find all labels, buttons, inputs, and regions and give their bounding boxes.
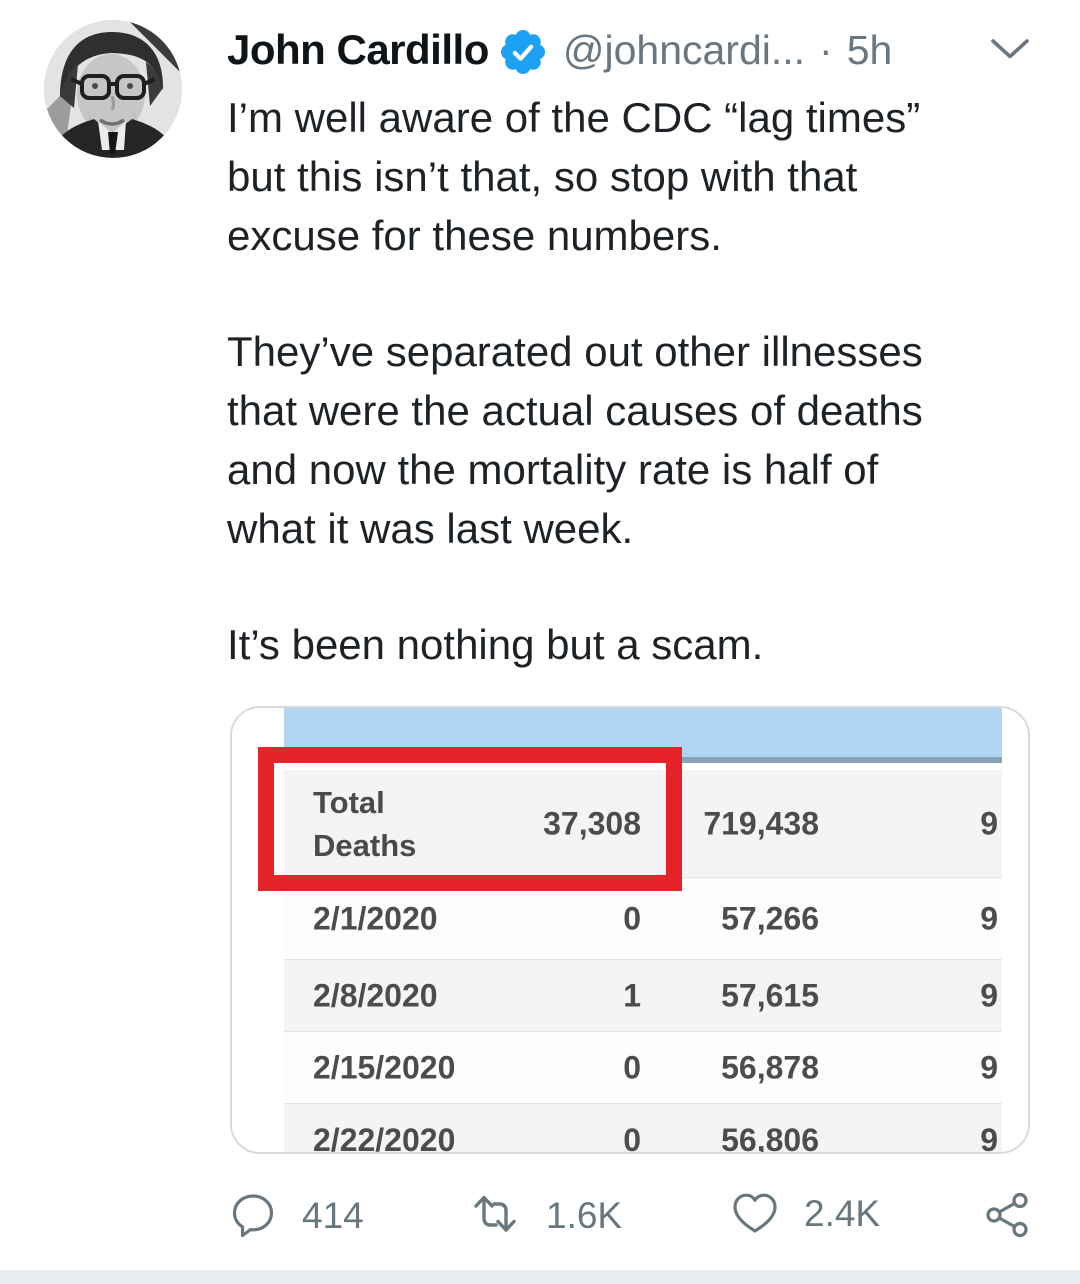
tweet-paragraph: They’ve separated out other illnesses th…	[227, 322, 923, 558]
row-col3: 9	[980, 977, 998, 1013]
row-date: 2/8/2020	[313, 977, 438, 1013]
table-row-total-deaths: Total Deaths 37,308 719,438 9	[284, 770, 1002, 877]
total-deaths-label: Total Deaths	[313, 784, 417, 863]
total-deaths-value: 37,308	[543, 805, 641, 841]
tweet-text-line: I’m well aware of the CDC “lag times”	[227, 94, 921, 141]
bottom-divider-strip	[0, 1270, 1080, 1284]
table-row: 2/8/2020 1 57,615 9	[284, 959, 1002, 1031]
verified-badge-icon	[500, 29, 545, 74]
author-handle[interactable]: @johncardi...	[562, 26, 806, 73]
dot-separator: ·	[819, 26, 833, 73]
tweet-paragraph: It’s been nothing but a scam.	[227, 615, 923, 674]
tweet-text-line: excuse for these numbers.	[227, 212, 722, 259]
more-button[interactable]	[988, 36, 1032, 67]
row-col2: 56,806	[721, 1122, 819, 1154]
row-date: 2/15/2020	[313, 1049, 456, 1085]
retweet-icon	[474, 1195, 516, 1232]
tweet-text-line: but this isn’t that, so stop with that	[227, 153, 858, 200]
reply-button[interactable]: 414	[228, 1190, 364, 1240]
row-date: 2/1/2020	[313, 900, 438, 936]
like-button[interactable]: 2.4K	[730, 1190, 880, 1236]
tweet-text-line: and now the mortality rate is half of	[227, 446, 879, 493]
tweet-text-line: They’ve separated out other illnesses	[227, 328, 923, 375]
row-deaths: 0	[623, 1122, 641, 1154]
reply-icon	[232, 1194, 274, 1238]
tweet-paragraph: I’m well aware of the CDC “lag times” bu…	[227, 88, 923, 265]
row-col3: 9	[980, 1122, 998, 1154]
table-row: 2/15/2020 0 56,878 9	[284, 1031, 1002, 1103]
retweet-count: 1.6K	[546, 1194, 623, 1236]
tweet-media-card[interactable]: Total Deaths 37,308 719,438 9 2/1/2020 0…	[230, 706, 1030, 1154]
reply-count: 414	[302, 1194, 364, 1236]
row-deaths: 1	[623, 977, 641, 1013]
row-deaths: 0	[623, 900, 641, 936]
like-count: 2.4K	[804, 1192, 881, 1234]
share-button[interactable]	[984, 1190, 1032, 1240]
share-icon	[986, 1192, 1028, 1238]
chevron-down-icon	[991, 39, 1029, 59]
profile-photo	[44, 20, 182, 158]
tweet-text-line: what it was last week.	[227, 505, 634, 552]
row-col2: 57,615	[721, 977, 819, 1013]
table-row: 2/22/2020 0 56,806 9	[284, 1103, 1002, 1154]
row-deaths: 0	[623, 1049, 641, 1085]
author-name[interactable]: John Cardillo	[227, 26, 489, 73]
row-col3: 9	[980, 1049, 998, 1085]
avatar[interactable]	[44, 20, 182, 158]
row-date: 2/22/2020	[313, 1122, 456, 1154]
timestamp: 5h	[846, 26, 893, 73]
row-col2: 56,878	[721, 1049, 819, 1085]
heart-icon	[733, 1193, 777, 1233]
retweet-button[interactable]: 1.6K	[468, 1190, 622, 1240]
tweet-text-line: that were the actual causes of deaths	[227, 387, 923, 434]
tweet-text: I’m well aware of the CDC “lag times” bu…	[227, 88, 923, 674]
row-col2: 57,266	[721, 900, 819, 936]
total-col3-value: 9	[980, 805, 998, 841]
row-col3: 9	[980, 900, 998, 936]
tweet-header: John Cardillo @johncardi... · 5h	[227, 24, 892, 76]
red-highlight-box	[258, 747, 682, 891]
tweet-text-line: It’s been nothing but a scam.	[227, 621, 764, 668]
total-col2-value: 719,438	[703, 805, 819, 841]
